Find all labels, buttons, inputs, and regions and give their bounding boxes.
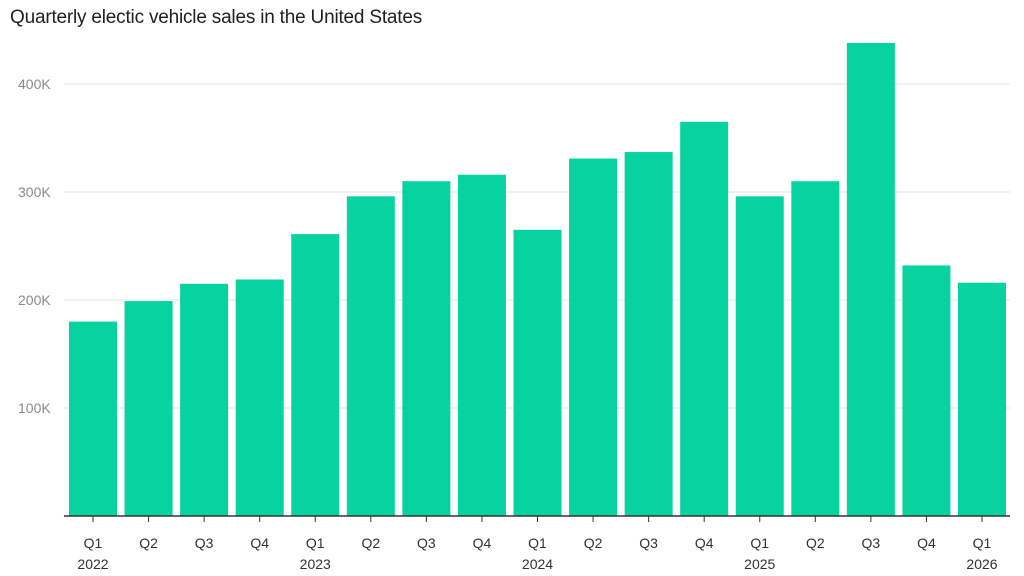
chart-title: Quarterly electic vehicle sales in the U… [10,7,423,28]
x-tick-label: Q2 [361,535,380,551]
bar [791,181,840,516]
bar [513,229,562,517]
bars [69,42,1006,517]
x-tick-label: Q2 [584,535,603,551]
bar [735,196,784,516]
bar [180,283,229,516]
x-tick-label: Q1 [84,535,103,551]
x-tick-label: Q4 [250,535,269,551]
x-tick-label: Q4 [473,535,492,551]
bar [457,174,506,516]
x-tick-label: Q1 [973,535,992,551]
x-year-label: 2026 [966,556,997,572]
x-year-label: 2025 [744,556,775,572]
x-tick-label: Q1 [528,535,547,551]
x-tick-label: Q3 [417,535,436,551]
y-tick-label: 100K [18,400,51,416]
bar [69,321,117,516]
bar [680,121,729,517]
x-year-label: 2023 [300,556,331,572]
x-axis-years: 2022 2023 2024 2025 2026 [77,556,997,572]
bar [902,265,951,516]
x-tick-label: Q2 [139,535,158,551]
x-axis-ticks: Q1 Q2 Q3 Q4 Q1 Q2 Q3 Q4 Q1 Q2 Q3 Q4 Q1 Q2 Q3 Q4 Q1 [84,516,992,551]
y-tick-label: 300K [18,184,51,200]
x-tick-label: Q4 [695,535,714,551]
bar [569,158,618,516]
bar [624,152,673,517]
x-tick-label: Q1 [306,535,325,551]
bar [124,301,173,516]
x-tick-label: Q4 [917,535,936,551]
x-year-label: 2024 [522,556,553,572]
x-year-label: 2022 [77,556,108,572]
y-tick-label: 400K [18,76,51,92]
x-tick-label: Q3 [639,535,658,551]
x-tick-label: Q3 [862,535,881,551]
bar [346,196,395,516]
x-tick-label: Q3 [195,535,214,551]
x-tick-label: Q2 [806,535,825,551]
x-tick-label: Q1 [750,535,769,551]
bar [235,279,284,516]
y-axis-ticks: 100K 200K 300K 400K [18,76,51,416]
y-tick-label: 200K [18,292,51,308]
bar [846,42,895,517]
bar [291,234,340,516]
bar [402,181,451,516]
bar [958,282,1006,516]
